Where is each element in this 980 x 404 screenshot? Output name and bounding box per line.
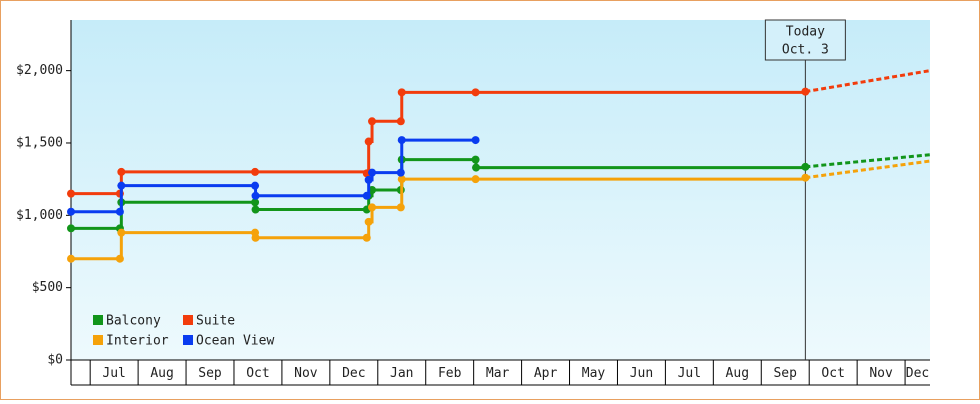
today-label: Oct. 3 (782, 43, 829, 58)
data-point (251, 198, 260, 207)
y-tick-label: $2,000 (16, 63, 63, 78)
data-point (397, 88, 406, 97)
data-point (364, 137, 373, 146)
data-point (368, 203, 377, 212)
plot-area (71, 20, 930, 360)
x-tick-label: Dec (342, 366, 365, 381)
data-point (368, 117, 377, 126)
x-tick-label: Aug (150, 366, 173, 381)
x-tick-label: Apr (534, 366, 558, 381)
y-tick-label: $1,500 (16, 135, 63, 150)
data-point (115, 254, 124, 263)
data-point (251, 191, 260, 200)
x-tick-label: Jul (102, 366, 125, 381)
x-tick-label: Dec (906, 366, 929, 381)
x-tick-label: Oct (821, 366, 844, 381)
data-point (67, 224, 75, 233)
data-point (362, 191, 371, 200)
data-point (397, 175, 406, 184)
data-point (364, 175, 373, 184)
data-point (251, 181, 260, 190)
legend-swatch (183, 315, 193, 325)
data-point (368, 168, 377, 177)
data-point (67, 254, 75, 263)
projection-line (805, 159, 931, 180)
x-tick-label: Jun (630, 366, 653, 381)
data-point (397, 136, 406, 145)
x-tick-label: Sep (773, 366, 797, 381)
legend-label: Balcony (106, 314, 161, 329)
data-point (117, 167, 126, 176)
data-point (471, 136, 480, 145)
data-point (472, 163, 481, 172)
data-point (364, 217, 373, 226)
data-point (471, 175, 480, 184)
y-tick-label: $0 (47, 353, 63, 368)
data-point (362, 233, 371, 242)
data-point (801, 162, 810, 171)
legend-label: Ocean View (196, 334, 274, 349)
legend-swatch (183, 335, 193, 345)
today-box (764, 19, 846, 61)
step-line (71, 177, 807, 261)
data-point (117, 228, 126, 237)
x-tick-label: Feb (438, 366, 462, 381)
data-point (801, 87, 810, 96)
data-point (396, 117, 405, 126)
data-point (471, 155, 480, 164)
data-point (67, 189, 75, 198)
x-tick-label: Aug (726, 366, 749, 381)
data-point (117, 181, 126, 190)
today-label: Today (786, 25, 825, 40)
y-tick-label: $500 (32, 280, 63, 295)
data-point (251, 167, 260, 176)
data-point (251, 233, 260, 242)
x-tick-label: Jan (390, 366, 413, 381)
data-point (396, 168, 405, 177)
x-tick-label: Nov (869, 366, 893, 381)
projection-line (805, 153, 931, 169)
data-point (67, 207, 75, 216)
x-tick-label: Jul (678, 366, 701, 381)
projection-line (805, 69, 931, 94)
x-tick-label: Mar (486, 366, 510, 381)
legend-label: Suite (196, 314, 235, 329)
x-tick-label: Oct (246, 366, 269, 381)
data-point (115, 207, 124, 216)
legend-label: Interior (106, 334, 169, 349)
data-point (396, 203, 405, 212)
data-point (801, 173, 810, 182)
legend-swatch (93, 335, 103, 345)
legend-swatch (93, 315, 103, 325)
data-point (251, 205, 260, 214)
y-tick-label: $1,000 (16, 208, 63, 223)
x-tick-label: Nov (294, 366, 318, 381)
data-point (471, 88, 480, 97)
x-tick-label: Sep (198, 366, 222, 381)
x-tick-label: May (582, 366, 606, 381)
